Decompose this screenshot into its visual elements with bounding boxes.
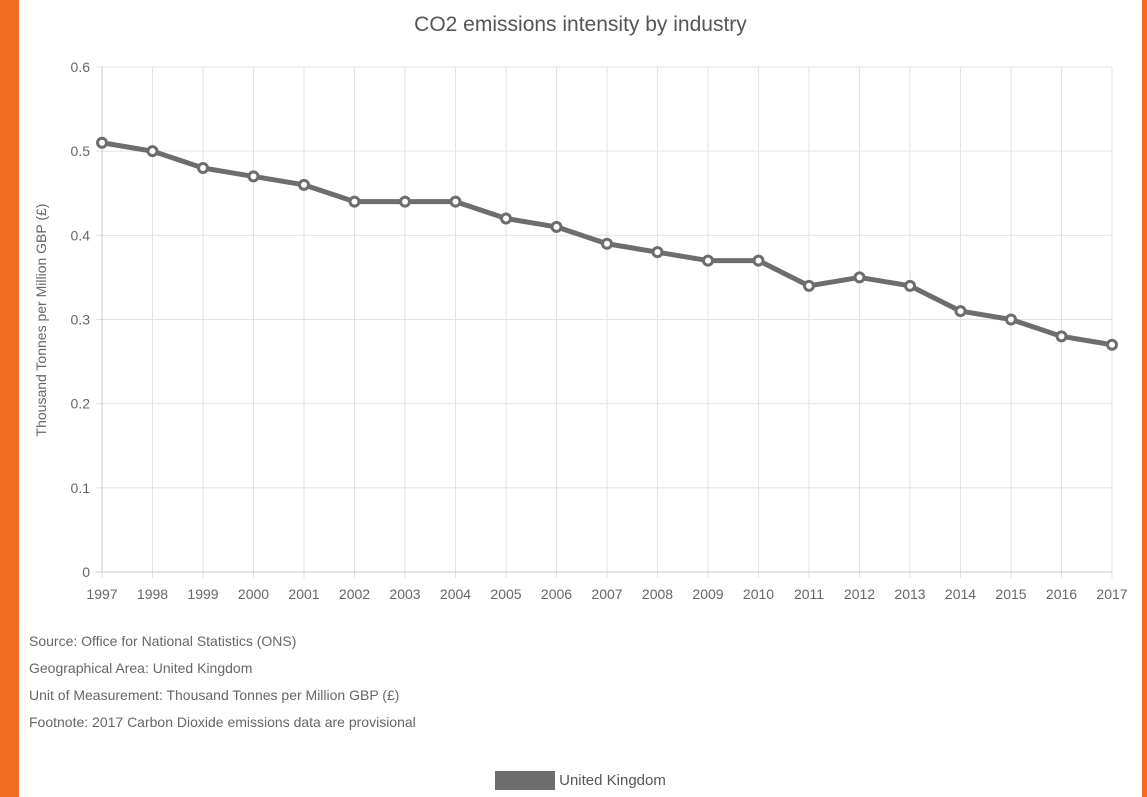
- x-tick-label: 2004: [440, 586, 471, 602]
- note-area: Geographical Area: United Kingdom: [29, 660, 253, 676]
- data-point[interactable]: [803, 279, 815, 292]
- y-tick-label: 0.4: [71, 227, 91, 243]
- x-tick-label: 2013: [894, 586, 925, 602]
- note-source: Source: Office for National Statistics (…: [29, 633, 297, 649]
- x-tick-label: 2015: [995, 586, 1026, 602]
- x-tick-label: 2016: [1046, 586, 1077, 602]
- chart-panel: CO2 emissions intensity by industry 0 0.1…: [19, 0, 1142, 797]
- x-tick-label: 2010: [743, 586, 774, 602]
- note-footnote: Footnote: 2017 Carbon Dioxide emissions …: [29, 714, 416, 730]
- x-tick-label: 2014: [945, 586, 976, 602]
- line-chart: 0 0.1 0.2 0.3 0.4 0.5 0.6 1997 1998 1999 2000 2001…: [33, 59, 1128, 602]
- data-point[interactable]: [146, 145, 159, 158]
- data-point[interactable]: [853, 271, 866, 284]
- data-point[interactable]: [247, 170, 260, 183]
- data-point[interactable]: [752, 254, 765, 267]
- y-tick-label: 0.6: [71, 59, 91, 75]
- y-tick-label: 0.2: [71, 396, 91, 412]
- x-tick-label: 2009: [692, 586, 723, 602]
- x-tick-label: 1998: [137, 586, 168, 602]
- x-tick-label: 2001: [288, 586, 319, 602]
- series-united-kingdom[interactable]: [96, 136, 1118, 351]
- note-unit: Unit of Measurement: Thousand Tonnes per…: [29, 687, 400, 703]
- data-point[interactable]: [904, 279, 916, 292]
- x-tick-label: 1997: [86, 586, 117, 602]
- data-point[interactable]: [954, 305, 967, 318]
- x-tick-label: 2003: [389, 586, 420, 602]
- data-point[interactable]: [197, 162, 209, 174]
- y-tick-label: 0.5: [71, 143, 91, 159]
- data-point[interactable]: [298, 178, 310, 191]
- x-tick-label: 2012: [844, 586, 875, 602]
- legend-swatch: [495, 771, 556, 790]
- y-axis-label: Thousand Tonnes per Million GBP (£): [33, 204, 49, 437]
- data-point[interactable]: [702, 254, 714, 267]
- data-point[interactable]: [348, 195, 361, 208]
- data-point[interactable]: [1055, 330, 1068, 343]
- x-tick-label: 2006: [541, 586, 572, 602]
- axes: [96, 67, 1112, 573]
- data-point[interactable]: [449, 195, 462, 208]
- chart-title: CO2 emissions intensity by industry: [414, 13, 747, 36]
- x-tick-label: 2011: [794, 586, 824, 602]
- data-point[interactable]: [1106, 338, 1118, 351]
- x-tick-label: 2017: [1096, 586, 1127, 602]
- y-tick-label: 0.1: [71, 480, 91, 496]
- legend[interactable]: United Kingdom: [19, 771, 1142, 790]
- legend-label-united-kingdom: United Kingdom: [559, 772, 666, 789]
- x-tick-labels: 1997 1998 1999 2000 2001 2002 2003 2004 2005 2006…: [86, 586, 1127, 602]
- x-tick-label: 2007: [591, 586, 622, 602]
- data-point[interactable]: [651, 246, 664, 259]
- data-point[interactable]: [550, 220, 563, 233]
- y-tick-labels: 0 0.1 0.2 0.3 0.4 0.5 0.6: [71, 59, 91, 580]
- data-point[interactable]: [601, 237, 613, 250]
- x-tick-label: 2000: [238, 586, 269, 602]
- grid-lines: [96, 66, 1113, 578]
- x-tick-label: 2005: [490, 586, 521, 602]
- chart-notes: Source: Office for National Statistics (…: [29, 628, 416, 736]
- x-tick-label: 2002: [339, 586, 370, 602]
- x-tick-label: 1999: [187, 586, 218, 602]
- y-tick-label: 0: [82, 564, 90, 580]
- y-tick-label: 0.3: [71, 312, 91, 328]
- data-point[interactable]: [399, 195, 411, 208]
- data-point[interactable]: [500, 212, 512, 225]
- x-tick-label: 2008: [642, 586, 673, 602]
- data-point[interactable]: [96, 136, 108, 149]
- data-point[interactable]: [1005, 313, 1017, 326]
